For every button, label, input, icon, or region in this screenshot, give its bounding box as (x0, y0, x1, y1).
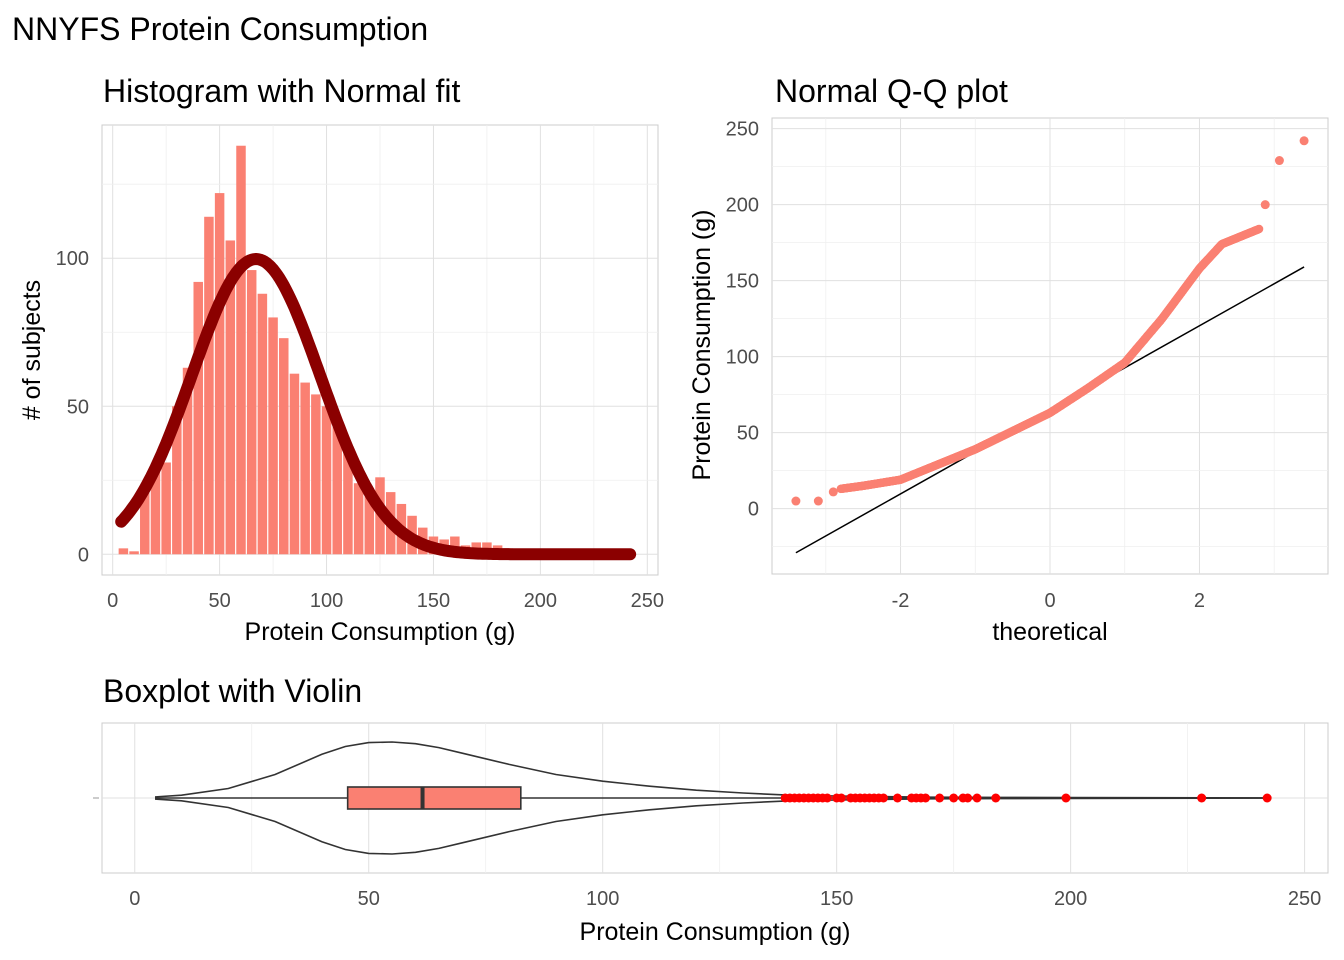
outlier-point (949, 793, 959, 803)
outlier-point (921, 793, 931, 803)
histogram-y-tick-label: 100 (56, 248, 89, 270)
normal-fit-curve (115, 253, 637, 561)
histogram-x-tick-label: 0 (107, 590, 118, 612)
qq-point (1254, 224, 1264, 234)
qq-y-axis-label: Protein Consumption (g) (688, 210, 716, 481)
boxplot-title: Boxplot with Violin (103, 673, 362, 709)
qq-y-tick-label: 50 (737, 423, 759, 445)
outlier-point (836, 793, 846, 803)
qq-x-ticks: -2 0 2 (892, 590, 1205, 612)
qq-y-tick-label: 150 (726, 271, 759, 293)
histogram-bar (450, 536, 460, 555)
qq-point (791, 496, 801, 506)
outlier-point (892, 793, 902, 803)
qq-gridlines (772, 118, 1328, 574)
qq-x-tick-label: 2 (1194, 590, 1205, 612)
qq-y-tick-label: 250 (726, 119, 759, 141)
outlier-point (972, 793, 982, 803)
histogram-bar (161, 462, 171, 555)
outlier-point (1262, 793, 1272, 803)
histogram-bar (257, 293, 268, 555)
histogram-bar (279, 338, 289, 555)
histogram-bar (332, 418, 342, 555)
boxplot-x-tick-label: 0 (129, 888, 140, 910)
histogram-y-tick-label: 50 (67, 396, 89, 418)
qq-y-ticks: 0 50 100 150 200 250 (726, 119, 759, 521)
qq-x-axis-label: theoretical (992, 618, 1107, 646)
qq-x-tick-label: -2 (892, 590, 910, 612)
histogram-x-tick-label: 150 (417, 590, 450, 612)
histogram-bar (289, 373, 300, 555)
histogram-x-ticks: 0 50 100 150 200 250 (107, 590, 664, 612)
histogram-x-axis-label: Protein Consumption (g) (245, 618, 516, 646)
histogram-bar (214, 193, 225, 555)
histogram-bar (193, 281, 203, 555)
histogram-x-tick-label: 200 (524, 590, 557, 612)
boxplot-x-tick-label: 250 (1288, 888, 1321, 910)
outlier-point (1197, 793, 1207, 803)
qq-point (1299, 136, 1309, 146)
qq-y-tick-label: 100 (726, 347, 759, 369)
histogram-bar (140, 489, 150, 555)
page-title: NNYFS Protein Consumption (12, 11, 428, 47)
boxplot-outliers (780, 793, 1272, 803)
histogram-bar (353, 483, 364, 555)
boxplot-panel: Boxplot with Violin 0 50 100 150 200 250 Prot… (93, 673, 1329, 946)
histogram-bar (172, 406, 182, 555)
histogram-bar (246, 270, 257, 555)
boxplot-x-tick-label: 100 (586, 888, 619, 910)
histogram-bar (321, 406, 332, 555)
histogram-bar (129, 551, 139, 555)
qq-points (791, 136, 1309, 506)
histogram-bar (182, 367, 193, 555)
histogram-bar (118, 548, 129, 555)
histogram-y-ticks: 0 50 100 (56, 248, 89, 566)
outlier-point (822, 793, 832, 803)
histogram-bars (118, 145, 631, 555)
boxplot-x-ticks: 0 50 100 150 200 250 (129, 888, 1321, 910)
outlier-point (935, 793, 945, 803)
outlier-point (878, 793, 888, 803)
qq-point (1274, 156, 1284, 166)
histogram-x-tick-label: 50 (208, 590, 230, 612)
histogram-bar (225, 240, 236, 555)
histogram-panel: Histogram with Normal fit 0 50 100 150 200 25… (18, 73, 664, 646)
qq-point (828, 487, 838, 497)
histogram-bar (236, 145, 246, 555)
histogram-x-tick-label: 100 (310, 590, 343, 612)
histogram-x-tick-label: 250 (631, 590, 664, 612)
histogram-bar (150, 471, 161, 555)
histogram-bar (343, 444, 353, 555)
qq-title: Normal Q-Q plot (775, 73, 1008, 109)
histogram-bar (364, 492, 375, 555)
qq-panel: Normal Q-Q plot -2 0 2 0 50 100 150 200 250 the… (688, 73, 1329, 646)
outlier-point (963, 793, 973, 803)
histogram-title: Histogram with Normal fit (103, 73, 461, 109)
qq-point (813, 496, 823, 506)
qq-x-tick-label: 0 (1044, 590, 1055, 612)
boxplot-x-tick-label: 200 (1054, 888, 1087, 910)
qq-y-tick-label: 0 (748, 499, 759, 521)
histogram-bar (268, 317, 278, 555)
histogram-bar (204, 216, 214, 555)
histogram-bar (311, 394, 321, 555)
qq-point (1260, 200, 1270, 210)
histogram-y-tick-label: 0 (78, 544, 89, 566)
outlier-point (1061, 793, 1071, 803)
boxplot-x-tick-label: 50 (358, 888, 380, 910)
outlier-point (991, 793, 1001, 803)
boxplot-box (346, 786, 522, 810)
histogram-y-axis-label: # of subjects (18, 280, 46, 420)
boxplot-x-tick-label: 150 (820, 888, 853, 910)
histogram-bar (300, 382, 310, 555)
qq-y-tick-label: 200 (726, 195, 759, 217)
boxplot-x-axis-label: Protein Consumption (g) (580, 918, 851, 946)
